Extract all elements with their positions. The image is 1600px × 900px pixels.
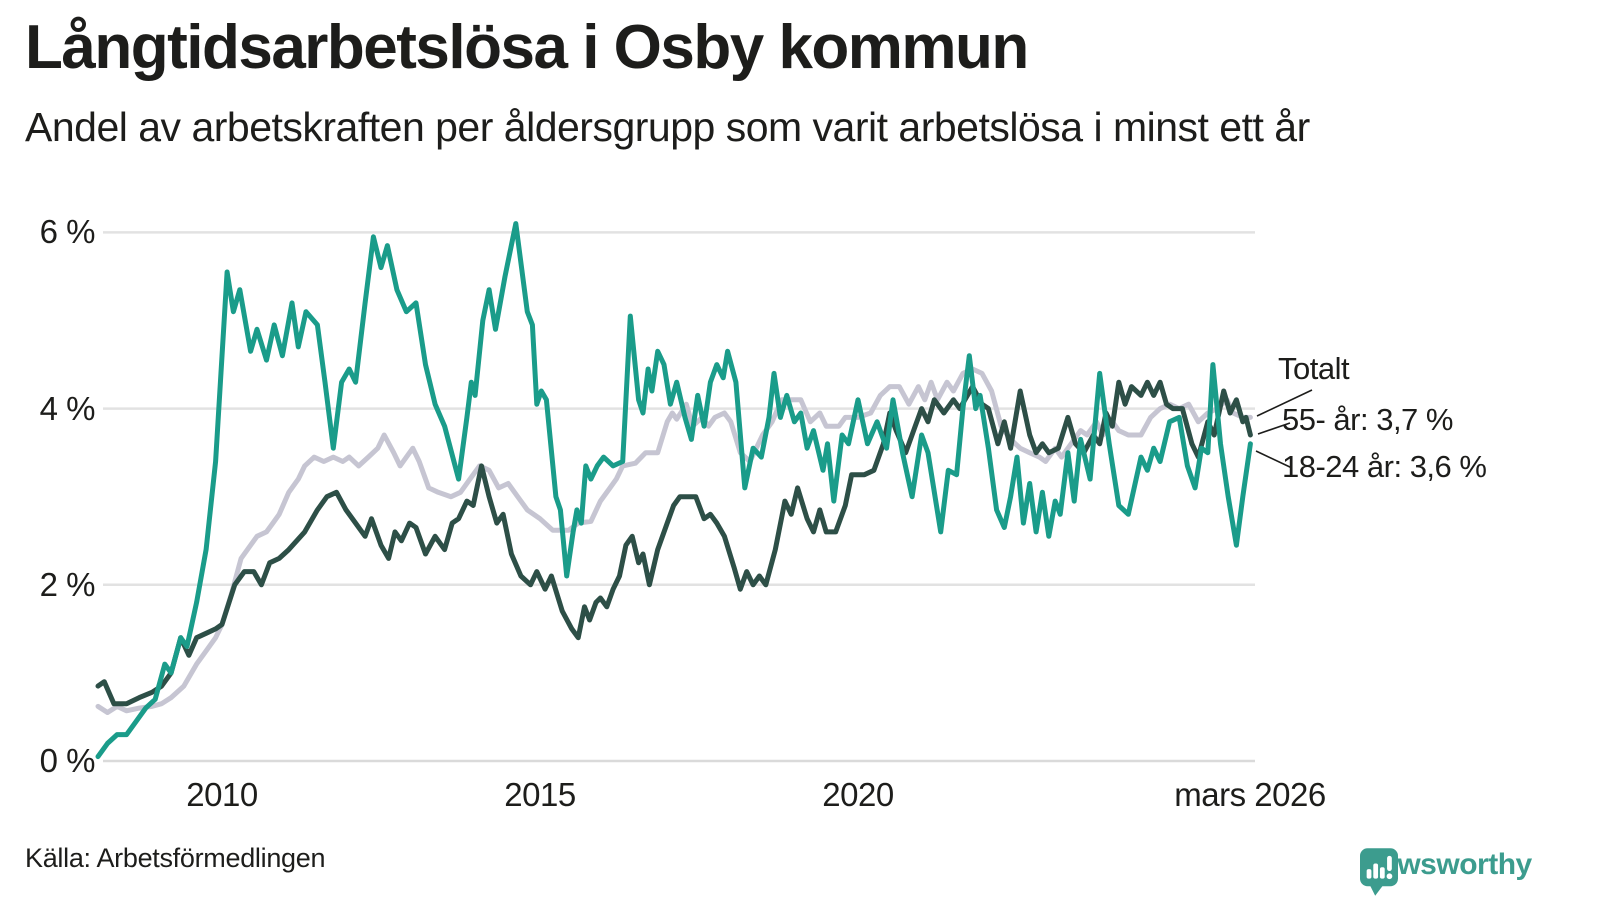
x-tick-mars-2026: mars 2026 (1174, 776, 1326, 813)
series-line-totalt (95, 366, 1253, 715)
end-label-55-ar: 55- år: 3,7 % (1282, 402, 1453, 437)
series-line-age1824 (95, 221, 1253, 760)
leader-line-18-24 (1255, 450, 1293, 469)
end-label-totalt: Totalt (1278, 351, 1350, 386)
end-label-18-24-ar: 18-24 år: 3,6 % (1282, 449, 1487, 484)
x-tick-2010: 2010 (186, 776, 258, 813)
y-tick-2: 2 % (39, 565, 96, 603)
chart-subtitle: Andel av arbetskraften per åldersgrupp s… (25, 104, 1310, 150)
y-tick-4: 4 % (39, 389, 96, 427)
page-title: Långtidsarbetslösa i Osby kommun (25, 13, 1029, 82)
y-tick-0: 0 % (39, 742, 96, 779)
newsworthy-logo[interactable]: Newsworthy (1360, 848, 1532, 896)
leader-line-55 (1257, 422, 1291, 435)
source-note: Källa: Arbetsförmedlingen (25, 843, 326, 873)
leader-lines (1255, 389, 1313, 469)
series-layer (95, 221, 1253, 760)
x-tick-2015: 2015 (504, 776, 576, 813)
leader-line-totalt (1256, 389, 1313, 417)
newsworthy-bubble-chart-icon (1360, 848, 1398, 896)
y-tick-6: 6 % (39, 213, 96, 251)
x-tick-2020: 2020 (822, 776, 894, 813)
series-line-age55 (95, 379, 1253, 707)
gridlines (103, 231, 1255, 763)
